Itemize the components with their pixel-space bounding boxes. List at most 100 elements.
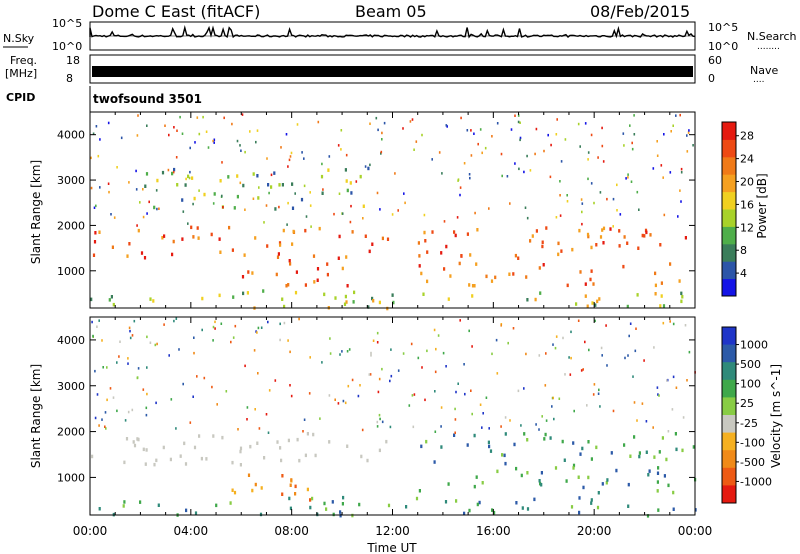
data-cell (249, 130, 251, 133)
data-cell (566, 283, 569, 288)
freq-label-line1: Freq. (10, 54, 37, 67)
data-cell (198, 189, 200, 192)
data-cell (526, 216, 529, 220)
colorbar-tick-label: 20 (740, 176, 754, 189)
data-cell (146, 212, 148, 215)
y-tick-label: 4000 (57, 129, 85, 142)
data-cell (309, 498, 312, 502)
data-cell (173, 167, 176, 172)
data-cell (599, 235, 603, 239)
data-cell (300, 197, 304, 202)
data-cell (525, 352, 527, 356)
data-cell (445, 124, 448, 127)
data-cell (529, 239, 532, 243)
data-cell (468, 508, 471, 513)
data-cell (473, 484, 476, 489)
data-cell (606, 197, 608, 201)
data-cell (517, 114, 520, 117)
data-cell (381, 131, 383, 135)
data-cell (148, 200, 150, 204)
data-cell (588, 348, 590, 352)
date-title: 08/Feb/2015 (590, 2, 690, 21)
data-cell (434, 390, 436, 393)
data-cell (495, 338, 498, 342)
data-cell (320, 174, 324, 179)
data-cell (435, 347, 437, 351)
data-cell (187, 222, 189, 225)
data-cell (145, 172, 149, 176)
data-cell (275, 272, 278, 277)
data-cell (239, 449, 242, 454)
colorbar-segment (722, 174, 736, 193)
data-cell (490, 279, 494, 283)
data-cell (644, 228, 648, 233)
data-cell (143, 256, 147, 260)
data-cell (459, 186, 462, 189)
data-cell (519, 136, 522, 140)
data-cell (225, 390, 228, 393)
freq-label-line2: [MHz] (5, 67, 37, 80)
data-cell (218, 237, 221, 241)
data-cell (179, 454, 182, 458)
data-cell (308, 392, 311, 395)
data-cell (526, 154, 528, 158)
data-cell (643, 234, 646, 238)
data-cell (265, 413, 268, 416)
data-cell (102, 366, 104, 369)
data-cell (216, 403, 218, 406)
data-cell (231, 122, 233, 126)
data-cell (475, 475, 478, 479)
data-cell (268, 191, 270, 195)
data-cell (123, 500, 126, 504)
data-cell (232, 336, 235, 339)
data-cell (423, 230, 426, 235)
freq-tick-left-bottom: 8 (66, 72, 73, 85)
data-cell (523, 387, 525, 390)
data-cell (295, 270, 298, 274)
data-cell (237, 428, 239, 431)
data-cell (156, 207, 158, 211)
data-cell (599, 405, 601, 408)
data-cell (278, 241, 282, 245)
data-cell (372, 299, 375, 303)
y-tick-label: 3000 (57, 380, 85, 393)
data-cell (231, 460, 234, 465)
data-cell (258, 427, 261, 430)
data-cell (362, 217, 364, 220)
data-cell (341, 212, 344, 215)
data-cell (137, 437, 140, 442)
data-cell (349, 181, 352, 185)
data-cell (474, 211, 476, 215)
data-cell (559, 180, 561, 183)
data-cell (338, 234, 341, 239)
data-cell (242, 291, 245, 296)
data-cell (113, 216, 116, 219)
colorbar-segment (722, 261, 736, 280)
data-cell (339, 353, 341, 356)
data-cell (90, 156, 92, 160)
data-cell (424, 239, 427, 243)
data-cell (466, 443, 469, 447)
data-cell (520, 473, 523, 478)
data-cell (440, 406, 443, 409)
data-cell (129, 336, 132, 340)
data-cell (517, 120, 520, 124)
data-cell (645, 420, 648, 423)
data-cell (358, 502, 361, 507)
data-cell (570, 330, 572, 334)
data-cell (460, 254, 463, 258)
data-cell (289, 384, 291, 387)
data-cell (157, 503, 160, 507)
freq-tick-right-bottom: 0 (708, 72, 715, 85)
data-cell (273, 171, 276, 175)
data-cell (243, 253, 246, 257)
data-cell (323, 292, 326, 297)
data-cell (192, 235, 195, 239)
data-cell (646, 514, 650, 518)
data-cell (244, 150, 246, 154)
data-cell (247, 270, 250, 274)
data-cell (551, 405, 553, 408)
data-cell (93, 206, 96, 209)
data-cell (360, 454, 363, 459)
data-cell (686, 379, 688, 382)
